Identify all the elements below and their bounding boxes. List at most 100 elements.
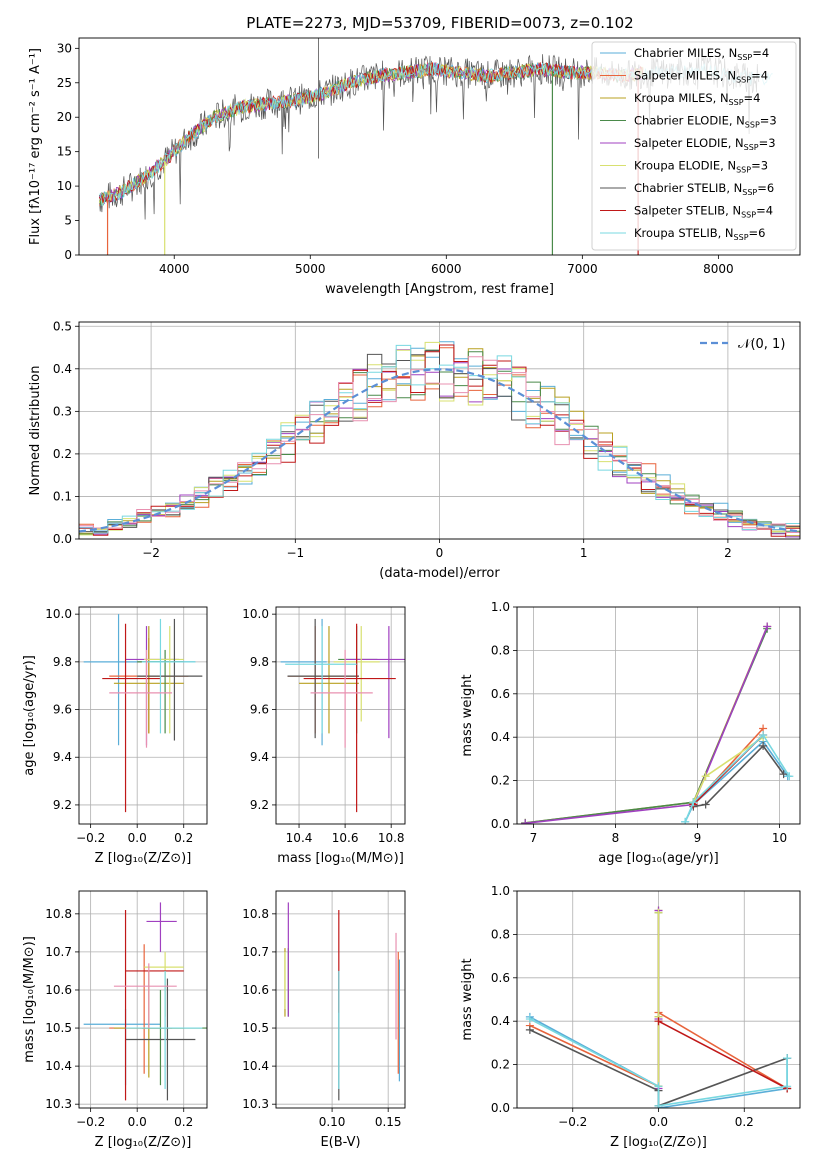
weight-marker (681, 817, 690, 824)
y-tick-label: 0 (64, 248, 72, 262)
weight_vs_age-panel: 7 8 9 10 0.0 0.2 0.4 0.6 0.8 1.0 age [log₁₀(age/yr… (460, 600, 801, 866)
weight-marker (759, 741, 768, 750)
y-tick-label: 9.8 (53, 655, 72, 669)
x-tick-label: 0 (436, 546, 444, 560)
weight-marker (701, 772, 710, 781)
y-axis-label: mass weight (460, 958, 475, 1040)
y-tick-label: 1.0 (491, 600, 510, 614)
legend-label: Salpeter MILES, NSSP=4 (634, 69, 768, 85)
y-tick-label: 9.6 (250, 703, 269, 717)
x-tick-label: −0.2 (76, 1115, 105, 1129)
legend-label: Kroupa ELODIE, NSSP=3 (634, 159, 768, 175)
x-tick-label: −0.2 (558, 1115, 587, 1129)
weight-line (658, 1020, 788, 1090)
y-tick-label: 15 (57, 145, 72, 159)
x-tick-label: 6000 (431, 262, 462, 276)
weight-marker (654, 1082, 663, 1091)
y-tick-label: 0.2 (53, 447, 72, 461)
y-tick-label: 10.5 (45, 1021, 72, 1035)
x-tick-label: 9 (694, 831, 702, 845)
x-tick-label: 0.10 (319, 1115, 346, 1129)
x-tick-label: −0.2 (76, 831, 105, 845)
y-tick-label: 10.3 (45, 1097, 72, 1111)
weight-marker (689, 798, 698, 807)
y-tick-label: 10.8 (242, 907, 269, 921)
x-axis-label: wavelength [Angstrom, rest frame] (325, 282, 554, 297)
x-tick-label: 7000 (567, 262, 598, 276)
y-tick-label: 10.8 (45, 907, 72, 921)
weight-marker (525, 1025, 534, 1034)
y-tick-label: 9.4 (53, 750, 72, 764)
y-tick-label: 5 (64, 214, 72, 228)
age_vs_mass-panel: 10.4 10.6 10.8 9.2 9.4 9.6 9.8 10.0 mass [log₁₀(… (242, 606, 406, 866)
y-tick-label: 0.4 (491, 730, 510, 744)
figure-title: PLATE=2273, MJD=53709, FIBERID=0073, z=0… (246, 14, 633, 32)
x-tick-label: 10.8 (378, 831, 405, 845)
histogram-series (79, 344, 800, 534)
x-tick-label: 8 (612, 831, 620, 845)
weight-marker (525, 1015, 534, 1024)
x-axis-label: mass [log₁₀(M/M⊙)] (277, 851, 404, 866)
y-tick-label: 0.0 (53, 532, 72, 546)
y-axis-label: Normed distribution (28, 366, 43, 496)
weight-line (693, 744, 785, 808)
mass_vs_Z-panel: −0.2 0.0 0.2 10.3 10.4 10.5 10.6 10.7 10.8 Z [log… (22, 890, 208, 1150)
weight-marker (759, 731, 768, 740)
y-tick-label: 1.0 (491, 884, 510, 898)
legend-label: Chabrier MILES, NSSP=4 (634, 46, 769, 62)
spectrum-series-line (99, 61, 644, 205)
x-tick-label: 0.2 (174, 831, 193, 845)
y-tick-label: 0.5 (53, 319, 72, 333)
y-tick-label: 9.4 (250, 750, 269, 764)
weight-marker (654, 1017, 663, 1026)
y-axis-label: mass [log₁₀(M/M⊙)] (22, 936, 37, 1063)
y-tick-label: 9.8 (250, 655, 269, 669)
x-tick-label: 10 (772, 831, 787, 845)
spectrum-series-line (99, 63, 644, 206)
y-tick-label: 30 (57, 41, 72, 55)
y-tick-label: 0.4 (491, 1014, 510, 1028)
weight-marker (779, 770, 788, 779)
y-tick-label: 10.0 (242, 607, 269, 621)
weight_vs_age-plot-area (521, 622, 794, 824)
weight_vs_Z-plot-area (525, 906, 792, 1108)
y-tick-label: 0.8 (491, 643, 510, 657)
x-tick-label: 10.4 (286, 831, 313, 845)
normal-curve (79, 368, 800, 533)
y-tick-label: 10.6 (45, 983, 72, 997)
y-tick-label: 9.6 (53, 703, 72, 717)
y-tick-label: 0.6 (491, 971, 510, 985)
y-tick-label: 10.7 (242, 945, 269, 959)
y-tick-label: 10.7 (45, 945, 72, 959)
weight_vs_Z-panel: −0.2 0.0 0.2 0.0 0.2 0.4 0.6 0.8 1.0 Z [log₁₀(Z/Z… (460, 884, 801, 1150)
y-tick-label: 10.4 (45, 1059, 72, 1073)
legend-label: Salpeter ELODIE, NSSP=3 (634, 136, 776, 152)
spectrum-panel: 4000 5000 6000 7000 8000 0 5 10 15 20 25 30 waveleng… (28, 37, 801, 297)
axes-frame (516, 890, 801, 1109)
age_vs_Z-plot-area (83, 614, 203, 813)
legend-label: Chabrier ELODIE, NSSP=3 (634, 114, 777, 130)
x-tick-label: 0.15 (375, 1115, 402, 1129)
axes-frame (78, 890, 208, 1109)
mass_vs_ebv-panel: 0.10 0.15 10.3 10.4 10.5 10.6 10.7 10.8 E(B-V) (242, 890, 406, 1150)
x-axis-label: age [log₁₀(age/yr)] (598, 851, 719, 866)
x-tick-label: 0.0 (128, 831, 147, 845)
weight-line (525, 628, 768, 824)
y-tick-label: 10 (57, 179, 72, 193)
x-tick-label: −2 (142, 546, 160, 560)
y-tick-label: 0.2 (491, 774, 510, 788)
y-tick-label: 0.4 (53, 362, 72, 376)
x-tick-label: 0.2 (735, 1115, 754, 1129)
weight-line (684, 740, 789, 823)
mass_vs_ebv-plot-area (284, 902, 400, 1101)
y-tick-label: 10.5 (242, 1021, 269, 1035)
axes-frame (275, 606, 406, 825)
weight-marker (654, 908, 663, 917)
weight-marker (783, 1054, 792, 1063)
x-axis-label: E(B-V) (320, 1135, 360, 1150)
x-tick-label: 5000 (295, 262, 326, 276)
weight-line (525, 626, 768, 824)
x-axis-label: Z [log₁₀(Z/Z⊙)] (95, 851, 192, 866)
y-tick-label: 0.0 (491, 1101, 510, 1115)
weight-marker (654, 1101, 663, 1108)
